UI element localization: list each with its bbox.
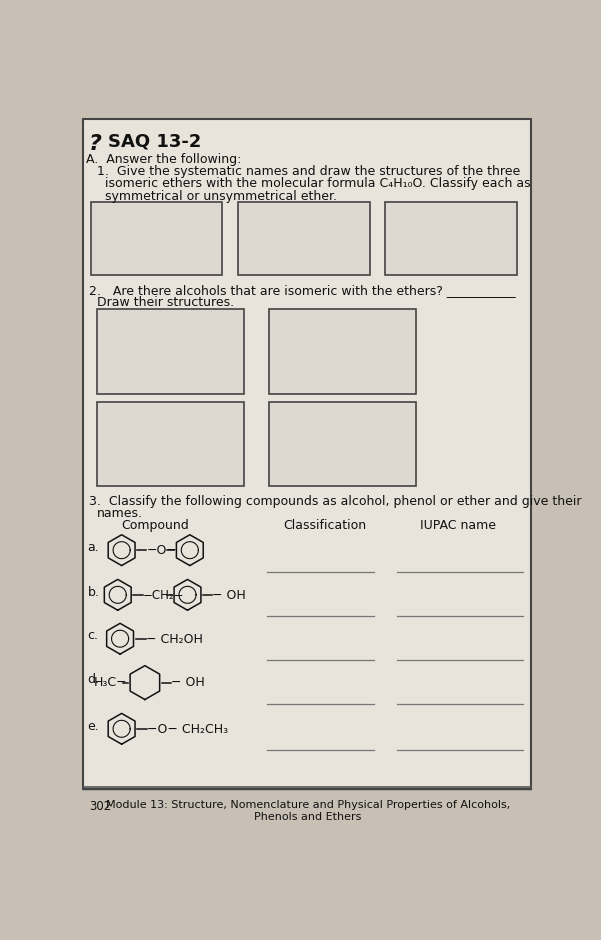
Text: 2.   Are there alcohols that are isomeric with the ethers? ___________: 2. Are there alcohols that are isomeric …: [89, 284, 516, 297]
Text: isomeric ethers with the molecular formula C₄H₁₀O. Classify each as: isomeric ethers with the molecular formu…: [105, 178, 530, 191]
Bar: [238, 202, 370, 275]
Text: −O− CH₂CH₃: −O− CH₂CH₃: [147, 723, 228, 736]
Bar: [91, 202, 222, 275]
Text: e.: e.: [88, 719, 99, 732]
Bar: [97, 401, 244, 486]
Text: − CH₂OH: − CH₂OH: [147, 633, 203, 646]
Text: 3.  Classify the following compounds as alcohol, phenol or ether and give their: 3. Classify the following compounds as a…: [89, 494, 582, 508]
Text: −O−: −O−: [147, 544, 177, 557]
Text: −CH₂−: −CH₂−: [142, 588, 184, 602]
Text: symmetrical or unsymmetrical ether.: symmetrical or unsymmetrical ether.: [105, 190, 337, 203]
Text: b.: b.: [88, 586, 99, 599]
Bar: [269, 401, 416, 486]
Text: c.: c.: [88, 630, 99, 642]
Text: Draw their structures.: Draw their structures.: [97, 296, 234, 309]
Text: IUPAC name: IUPAC name: [420, 520, 496, 532]
Text: 302: 302: [89, 800, 111, 813]
Text: H₃C−: H₃C−: [94, 677, 127, 689]
Text: Module 13: Structure, Nomenclature and Physical Properties of Alcohols,: Module 13: Structure, Nomenclature and P…: [106, 800, 510, 809]
Text: Phenols and Ethers: Phenols and Ethers: [254, 812, 361, 822]
Bar: [385, 202, 517, 275]
Text: names.: names.: [97, 507, 143, 520]
Text: ?: ?: [89, 134, 102, 154]
Text: Classification: Classification: [283, 520, 366, 532]
Bar: [97, 309, 244, 394]
Text: − OH: − OH: [212, 588, 246, 602]
Text: 1.  Give the systematic names and draw the structures of the three: 1. Give the systematic names and draw th…: [97, 165, 520, 179]
Text: d.: d.: [88, 673, 100, 686]
Bar: [269, 309, 416, 394]
Text: SAQ 13-2: SAQ 13-2: [108, 133, 201, 150]
Text: Compound: Compound: [121, 520, 189, 532]
Text: a.: a.: [88, 540, 99, 554]
Text: − OH: − OH: [171, 677, 205, 689]
Text: A.  Answer the following:: A. Answer the following:: [86, 153, 242, 165]
